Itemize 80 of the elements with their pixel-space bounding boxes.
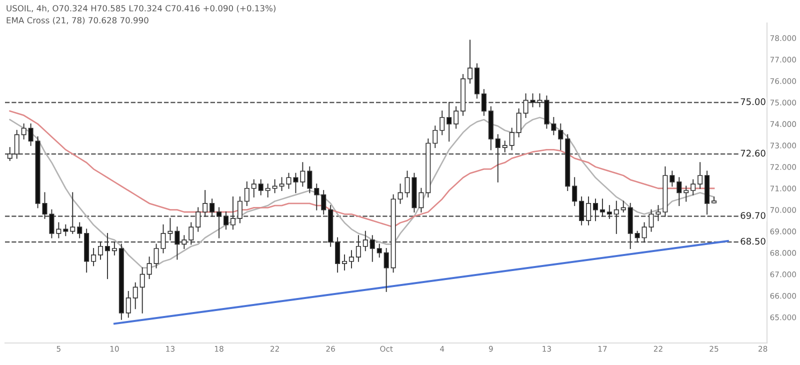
chart-title: USOIL, 4h, O70.324 H70.585 L70.324 C70.416 +0.090 (+0.13%) [6,4,276,12]
candlestick [230,196,236,230]
candlestick [126,290,131,318]
candlestick [265,184,270,198]
candlestick [348,250,354,268]
candlestick [600,198,605,217]
candlestick [223,212,229,230]
candlestick [509,128,514,150]
candlestick [28,123,34,146]
candlestick [376,244,382,258]
candlestick [634,230,640,243]
candlestick [356,235,361,262]
candlestick [140,267,145,314]
candlestick [495,134,500,182]
candlestick [467,40,473,84]
candlestick [676,177,682,206]
candlestick [237,196,242,224]
ref-line-label: 75.00 [740,98,766,106]
candlestick [14,130,20,159]
candlestick [502,140,508,152]
candlestick [321,190,326,215]
candlestick [7,147,12,161]
candlestick [418,188,424,212]
candlestick [558,123,564,150]
candlestick [210,198,215,217]
candlestick [614,200,619,234]
candlestick [112,242,117,256]
candlestick [551,117,556,136]
candlestick [146,256,152,280]
candlestick [370,235,375,262]
candlestick [481,89,486,116]
candlestick [104,232,110,280]
candlestick [698,162,703,189]
candlestick [572,177,578,206]
candlestick [642,222,647,243]
candlestick [384,248,389,292]
candlestick [620,200,626,212]
line-series [9,110,715,228]
ref-line-label: 69.70 [740,212,766,219]
candlestick [432,126,438,148]
candlestick [606,205,612,219]
candlestick [362,230,368,252]
candlestick [188,222,194,245]
candlestick [21,123,26,140]
candlestick [196,207,201,232]
candlestick [684,186,689,202]
candlestick [579,196,584,226]
candlestick [251,179,256,198]
ref-line-label: 68.50 [740,238,766,245]
candlestick [586,196,592,226]
candlestick [516,108,522,138]
candlestick [174,226,180,260]
candlestick [300,162,306,187]
candlestick [49,209,54,238]
candlestick [342,254,348,270]
candlestick [70,192,76,234]
candlestick [216,207,222,238]
chart-subtitle: EMA Cross (21, 78) 70.628 70.990 [6,16,148,24]
candlestick [272,179,278,194]
candlestick [132,282,138,310]
candlestick [592,198,598,222]
candlestick [98,242,104,260]
candlestick [670,170,675,187]
candlestick [314,184,320,210]
candlestick [202,190,208,217]
candlestick [77,222,82,238]
candlestick [258,179,264,196]
candlestick [91,248,96,266]
candlestick [244,181,250,206]
candlestick [544,96,550,129]
ref-line-label: 72.60 [740,150,766,157]
candlestick [454,106,459,129]
candlestick [398,184,403,204]
candlestick [335,237,340,273]
candlestick [440,110,445,136]
candlestick [690,179,696,196]
candlestick [307,166,312,194]
candlestick [182,235,187,249]
candlestick [56,222,62,238]
candlestick [446,102,452,142]
